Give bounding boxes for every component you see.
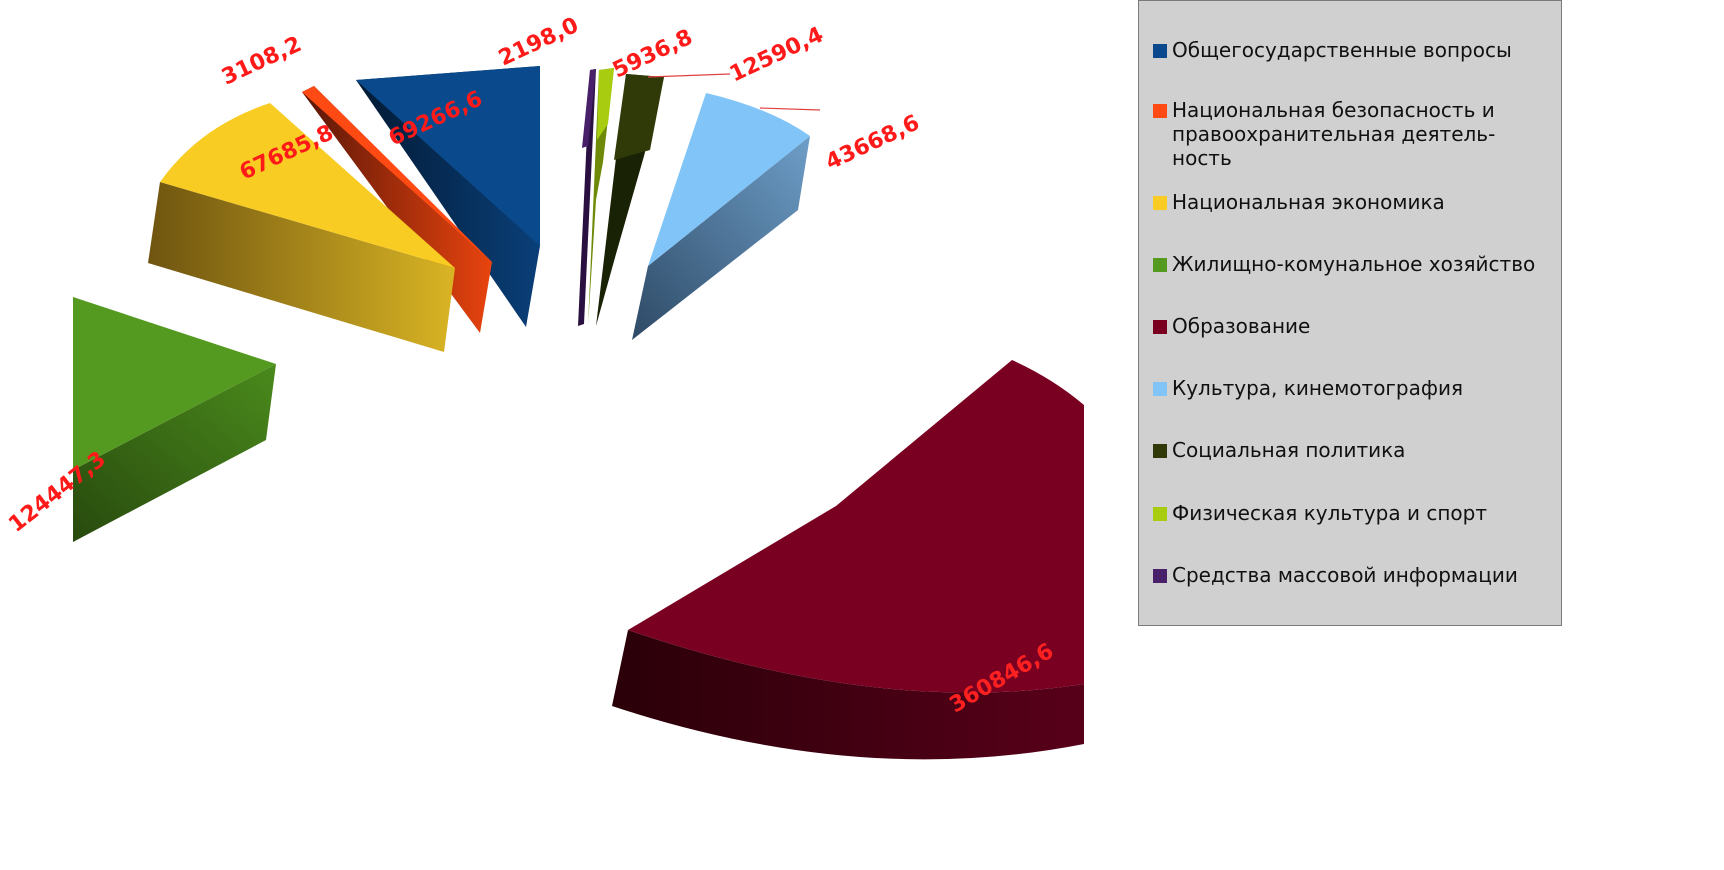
slice-top [582, 69, 596, 148]
slice-top [302, 86, 492, 262]
leader-line [647, 73, 731, 78]
slice-side [578, 69, 596, 326]
legend: Общегосударственные вопросы Национальная… [1138, 0, 1562, 626]
legend-label: Общегосударственные вопросы [1172, 38, 1512, 62]
legend-swatch [1153, 258, 1167, 272]
slice-smi [578, 69, 596, 326]
slice-side [632, 136, 810, 340]
legend-swatch [1153, 104, 1167, 118]
slice-natsekonomika [148, 103, 455, 352]
slice-top [73, 297, 276, 470]
slice-top [614, 74, 664, 160]
legend-label-line: Национальная безопасность и [1172, 98, 1495, 122]
legend-swatch [1153, 444, 1167, 458]
legend-item-natsekonomika: Национальная экономика [1153, 190, 1553, 214]
legend-swatch [1153, 320, 1167, 334]
legend-label-line: правоохранительная деятель- [1172, 122, 1496, 146]
slice-sotspolitika [596, 74, 664, 326]
slice-top [648, 93, 810, 266]
legend-label: Национальная экономика [1172, 190, 1445, 214]
legend-item-kultura: Культура, кинемотография [1153, 376, 1553, 400]
slice-obrazovanie [612, 360, 1084, 760]
legend-label: Физическая культура и спорт [1172, 501, 1487, 525]
legend-label: Жилищно-комунальное хозяйство [1172, 252, 1536, 276]
data-label: 5936,8 [609, 25, 697, 84]
leader-line [759, 107, 821, 111]
legend-item-obrazovanie: Образование [1153, 314, 1553, 338]
legend-label: Средства массовой информации [1172, 563, 1518, 587]
legend-item-obshchegosudarstvennye: Общегосударственные вопросы [1153, 38, 1553, 62]
legend-item-fizkultura: Физическая культура и спорт [1153, 501, 1553, 525]
pie-chart: 3108,2 2198,0 5936,8 12590,4 69266,6 676… [4, 13, 1084, 760]
legend-label: Национальная безопасность и правоохранит… [1172, 98, 1495, 170]
slice-top [356, 66, 540, 246]
slice-side [612, 630, 1084, 760]
legend-label: Культура, кинемотография [1172, 376, 1464, 400]
slice-top [628, 360, 1084, 693]
legend-item-zhkh: Жилищно-комунальное хозяйство [1153, 252, 1553, 276]
legend-swatch [1153, 196, 1167, 210]
slice-obshchegosudarstvennye [356, 66, 540, 327]
slice-side [73, 364, 276, 542]
data-label: 43668,6 [822, 110, 923, 175]
legend-item-sotspolitika: Социальная политика [1153, 438, 1553, 462]
legend-swatch [1153, 44, 1167, 58]
legend-swatch [1153, 569, 1167, 583]
data-label: 3108,2 [218, 32, 306, 91]
slice-zhkh [73, 297, 276, 542]
slice-top [160, 103, 455, 268]
slice-side [148, 182, 455, 352]
legend-label-line: ность [1172, 146, 1232, 170]
slice-kultura [632, 93, 810, 340]
slice-top [597, 68, 614, 140]
legend-swatch [1153, 382, 1167, 396]
data-label: 2198,0 [495, 13, 583, 72]
data-label: 12590,4 [726, 22, 827, 87]
legend-swatch [1153, 507, 1167, 521]
legend-label: Образование [1172, 314, 1311, 338]
slice-fizkultura [588, 68, 614, 326]
legend-item-smi: Средства массовой информации [1153, 563, 1553, 587]
legend-item-natsbezopasnost: Национальная безопасность и правоохранит… [1153, 98, 1553, 170]
legend-label: Социальная политика [1172, 438, 1406, 462]
